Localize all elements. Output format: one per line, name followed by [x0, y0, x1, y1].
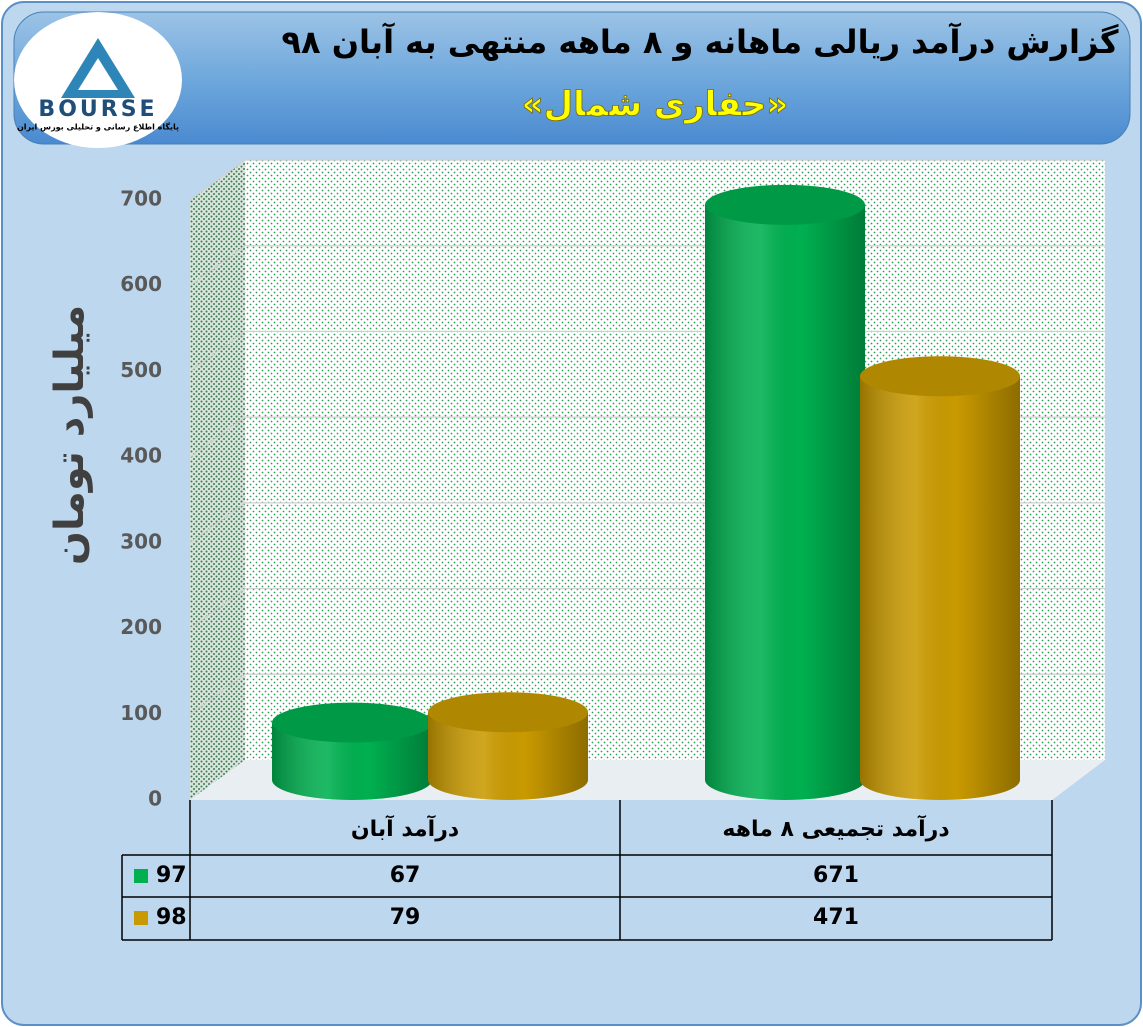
- side-wall: [190, 160, 245, 800]
- table-value: 79: [390, 905, 421, 930]
- data-table: [121, 800, 1053, 941]
- y-axis-label: میلیارد تومان: [47, 305, 93, 565]
- bar-top-shade: [705, 184, 865, 225]
- table-value: 471: [813, 905, 859, 930]
- x-tick-label: درآمد آبان: [351, 814, 459, 842]
- y-tick-label: 400: [120, 444, 162, 468]
- x-tick-label: درآمد تجمیعی ۸ ماهه: [722, 814, 949, 842]
- bar-top: [705, 184, 865, 225]
- legend-swatch: [134, 869, 148, 883]
- table-value: 671: [813, 863, 859, 888]
- bar-shade: [705, 204, 865, 800]
- logo-bg: [14, 12, 182, 148]
- logo-text: BOURSE: [38, 97, 157, 122]
- bar-shade: [428, 712, 588, 800]
- legend-label: 97: [156, 863, 187, 888]
- bars: [272, 184, 1020, 800]
- logo-icon: [61, 38, 135, 98]
- bar-top: [272, 702, 432, 743]
- y-tick-label: 200: [120, 615, 162, 639]
- bar-top-shade: [428, 692, 588, 733]
- bar-shade: [272, 722, 432, 800]
- logo-caption: پایگاه اطلاع رسانی و تحلیلی بورس ایران: [17, 122, 179, 133]
- chart-title: گزارش درآمد ریالی ماهانه و ۸ ماهه منتهی …: [282, 22, 1119, 61]
- table-value: 67: [390, 863, 421, 888]
- y-tick-label: 500: [120, 358, 162, 382]
- header: [13, 11, 1131, 145]
- bar-top: [428, 692, 588, 733]
- y-tick-label: 600: [120, 272, 162, 296]
- grid-line: [189, 159, 1105, 201]
- y-tick-label: 100: [120, 701, 162, 725]
- bar-top-shade: [272, 702, 432, 743]
- y-tick-label: 700: [120, 187, 162, 211]
- y-tick-label: 0: [148, 787, 162, 811]
- legend-swatch: [134, 911, 148, 925]
- bar-top-shade: [860, 356, 1020, 397]
- chart-subtitle: «حفاری شمال»: [522, 85, 789, 125]
- bar-top: [860, 356, 1020, 397]
- y-tick-label: 300: [120, 529, 162, 553]
- bar-shade: [860, 376, 1020, 800]
- legend-label: 98: [156, 905, 187, 930]
